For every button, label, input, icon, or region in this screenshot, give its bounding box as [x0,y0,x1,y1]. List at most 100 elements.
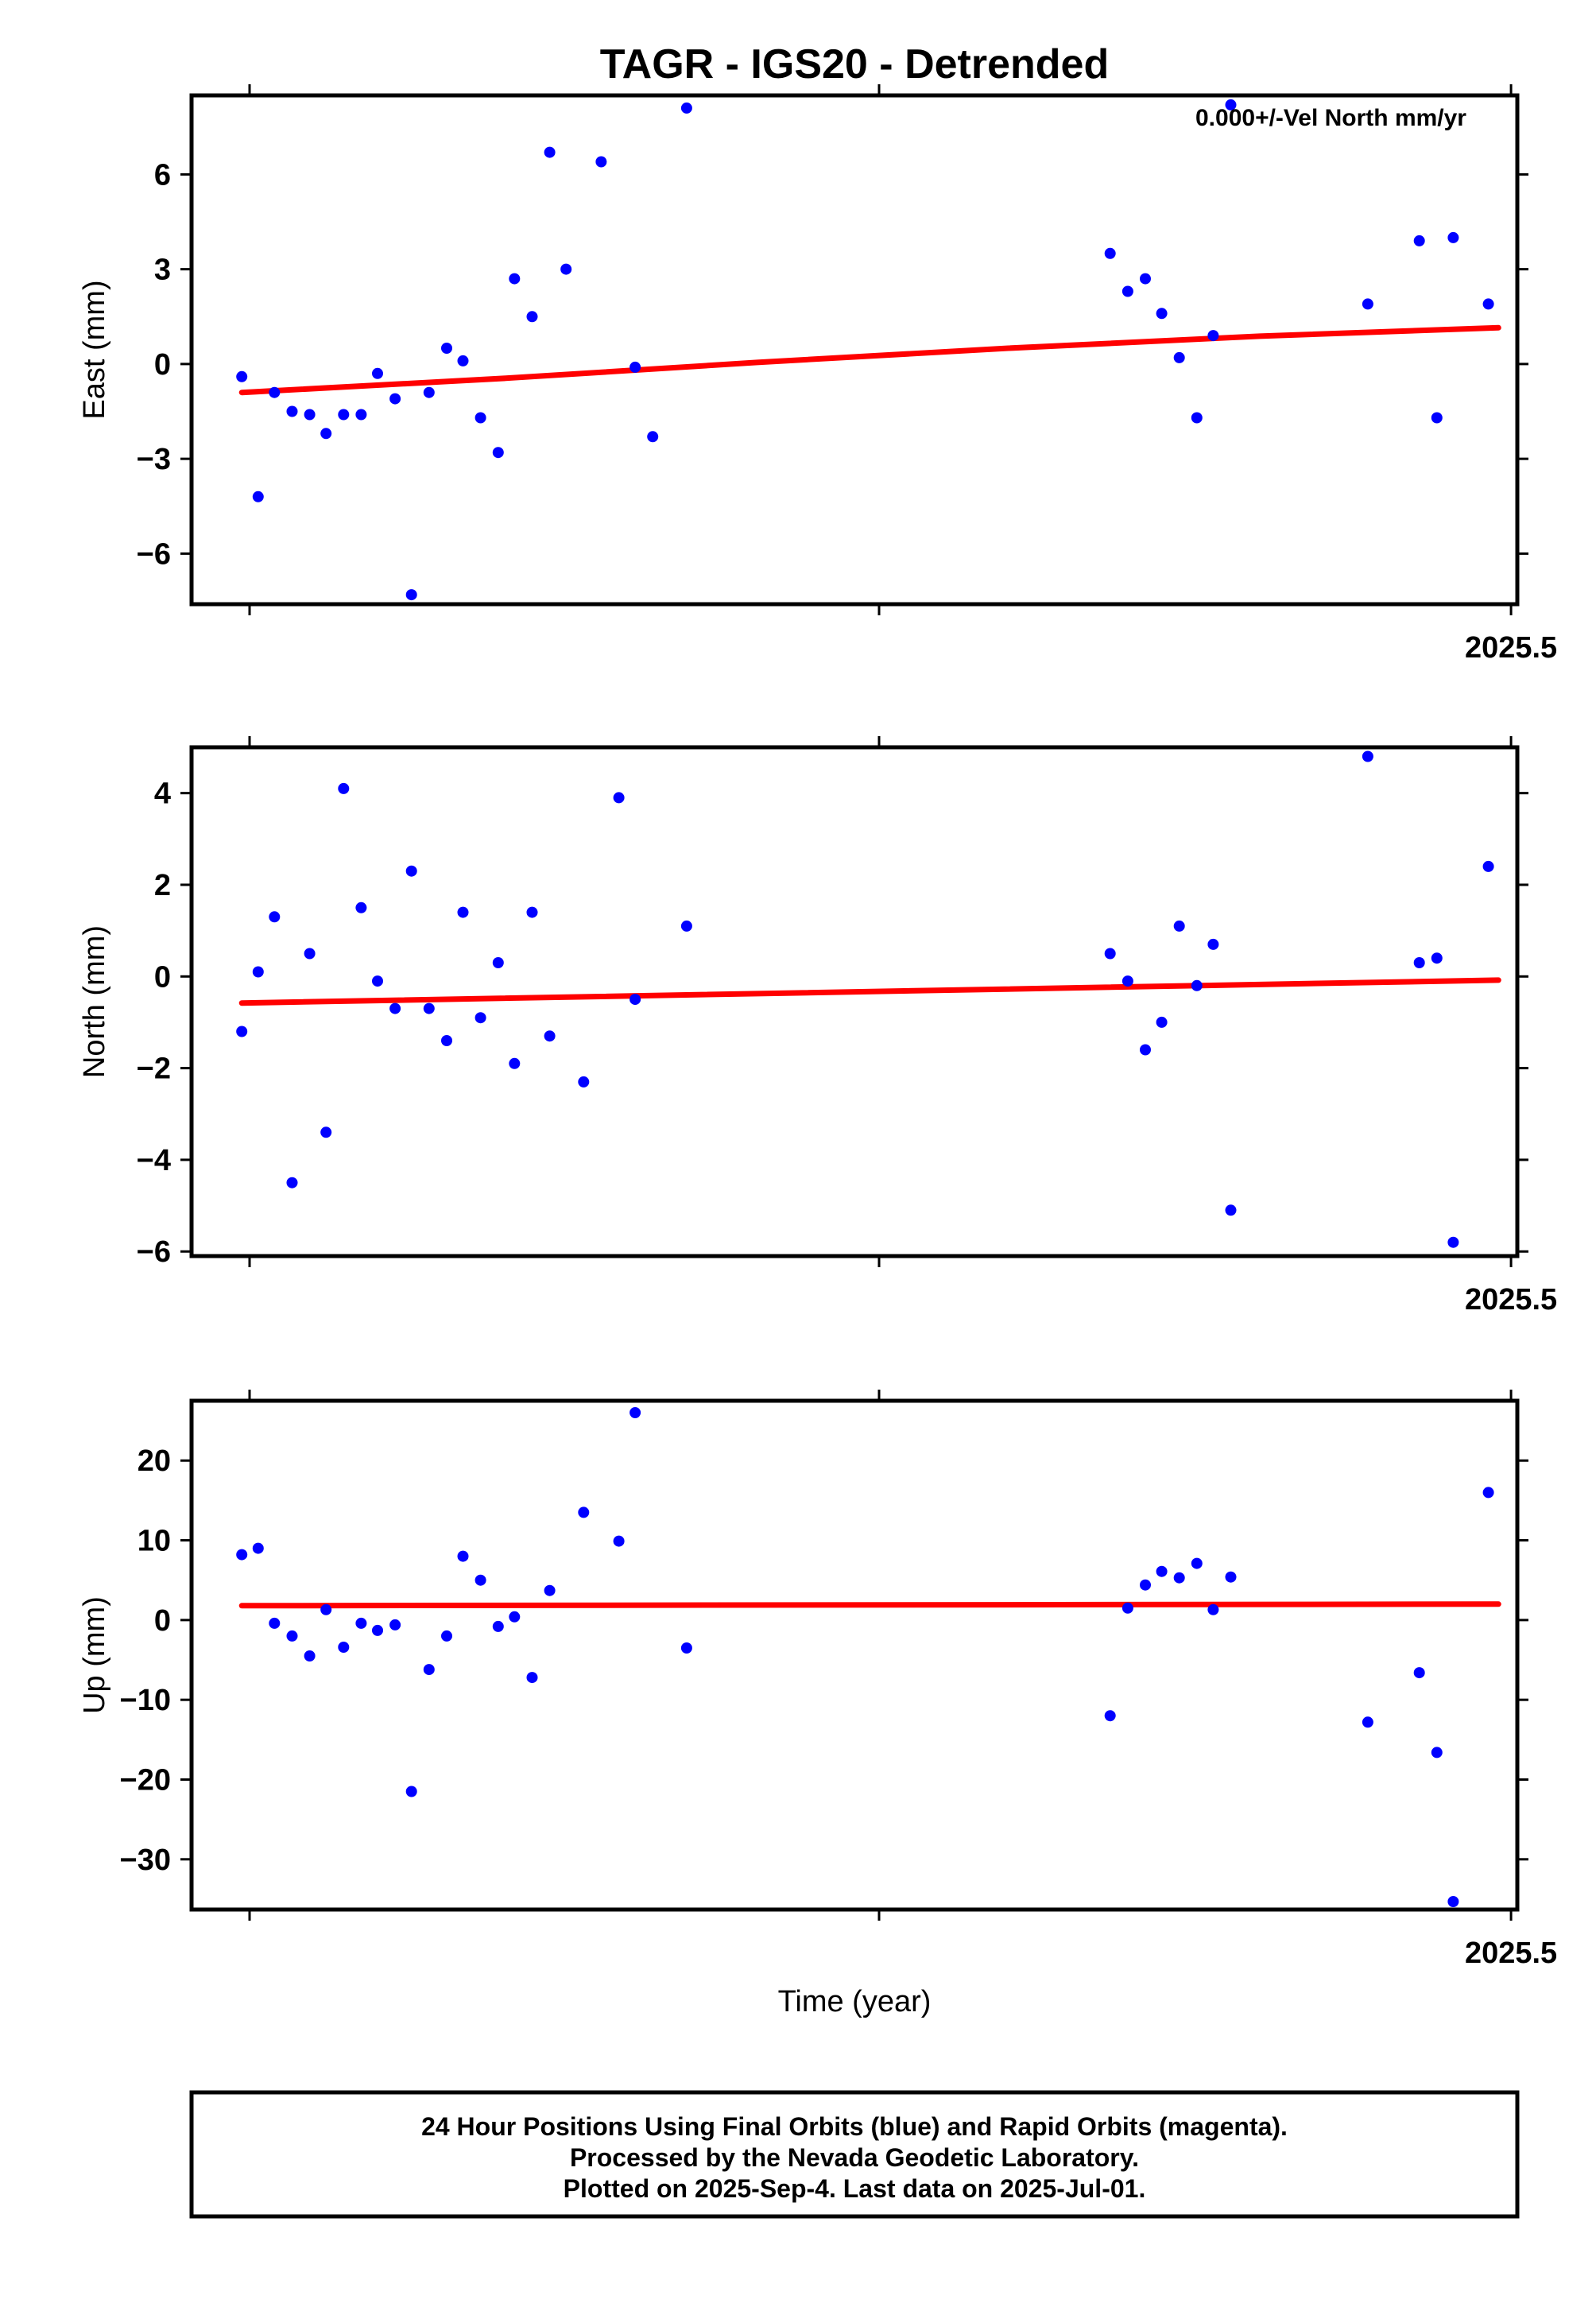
data-point [1104,247,1116,259]
data-point [1431,1747,1443,1758]
data-point [578,1076,590,1088]
fit-line [238,977,1501,1006]
data-point [320,1603,332,1615]
data-point [1482,298,1494,310]
y-tick-label: −4 [137,1144,171,1177]
data-point [1140,273,1151,285]
data-point [457,355,469,366]
data-point [680,920,692,932]
data-point [338,409,350,421]
data-point [1225,1571,1237,1583]
footer-line-1: 24 Hour Positions Using Final Orbits (bl… [421,2112,1288,2141]
data-point [338,1642,350,1653]
data-point [236,1549,248,1561]
data-point [509,273,521,285]
y-tick-label: 2 [154,869,171,902]
y-tick-label: 10 [138,1525,171,1558]
data-point [1207,938,1219,950]
fit-line [238,1601,1501,1609]
data-point [1104,1710,1116,1722]
east-panel: −6 −3 0 3 6 2025.5 East (mm) [78,84,1557,665]
data-point [286,405,298,417]
data-point [475,1574,486,1586]
data-point [544,1584,556,1596]
data-point [1413,1667,1425,1679]
data-point [560,263,572,275]
data-point [1413,957,1425,968]
data-point [1191,1557,1203,1569]
data-point [441,343,452,354]
data-point [1156,308,1168,320]
data-point [544,1030,556,1042]
y-tick-label: −6 [137,537,171,571]
data-point [1482,860,1494,872]
up-panel: −30 −20 −10 0 10 20 2025.5 Up (mm) [78,1390,1557,1970]
y-tick-label: 4 [154,777,171,811]
data-point [457,906,469,918]
data-point [389,1002,401,1014]
data-point [441,1035,452,1046]
data-point [1173,351,1185,363]
data-point [1140,1044,1151,1056]
data-point [509,1057,521,1069]
data-point [320,428,332,440]
data-point [1156,1565,1168,1577]
data-point [1362,1716,1373,1728]
data-point [1207,330,1219,342]
data-point [286,1177,298,1188]
footer-line-3: Plotted on 2025-Sep-4. Last data on 2025… [564,2174,1146,2203]
data-point [252,966,264,978]
data-point [269,1617,281,1629]
data-point [372,975,383,987]
data-point [423,386,435,398]
data-point [629,994,641,1006]
data-point [1431,412,1443,424]
y-tick-label: 0 [154,1604,171,1638]
data-point [1225,99,1237,111]
y-tick-label: 20 [138,1444,171,1478]
data-point [1482,1487,1494,1499]
data-point [405,865,417,877]
velocity-label: 0.000+/-Vel North mm/yr [1195,105,1466,131]
data-point [492,1620,504,1632]
y-axis-label: East (mm) [78,280,111,419]
data-point [629,361,641,373]
data-point [338,782,350,794]
data-point [647,431,659,443]
data-point [1207,1603,1219,1615]
data-point [304,948,316,960]
data-point [355,902,367,913]
y-tick-label: 3 [154,254,171,287]
data-point [1362,298,1373,310]
y-tick-label: 0 [154,960,171,994]
data-point [595,156,607,168]
y-tick-label: 0 [154,348,171,382]
data-point [252,1542,264,1554]
data-point [457,1550,469,1562]
data-point [304,409,316,421]
data-point [1447,231,1459,243]
fit-line [238,324,1501,396]
data-point [1140,1579,1151,1591]
plot-frame [189,93,1520,607]
data-point [389,1619,401,1630]
plot-frame [189,1398,1520,1912]
data-point [405,589,417,601]
data-point [1121,975,1133,987]
data-point [304,1650,316,1662]
x-tick-label: 2025.5 [1465,1937,1557,1970]
data-point [1104,948,1116,960]
data-point [544,146,556,158]
data-point [1413,235,1425,246]
data-point [492,447,504,459]
data-point [423,1002,435,1014]
data-point [372,1624,383,1636]
data-point [629,1407,641,1418]
x-axis-label: Time (year) [778,1985,932,2018]
data-point [475,1012,486,1024]
data-point [286,1630,298,1642]
data-point [423,1664,435,1676]
data-point [389,393,401,405]
data-point [1191,979,1203,991]
